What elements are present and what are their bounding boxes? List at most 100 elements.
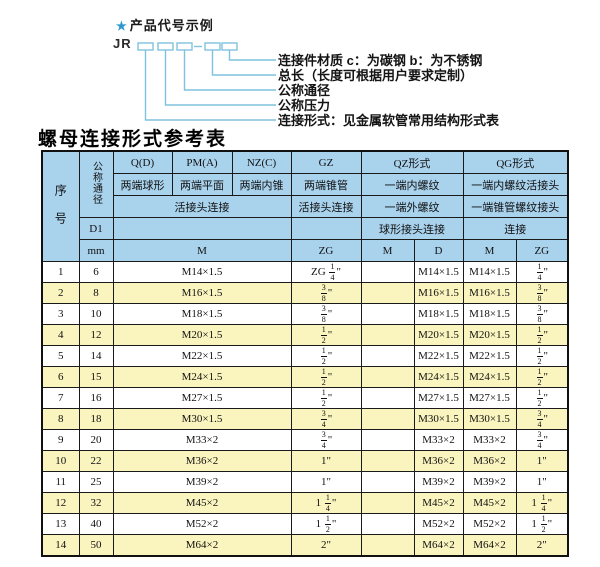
table-row: 5 14 M22×1.5 1 2 " M22×1.5 M22×1.5 1 2 " <box>41 345 569 367</box>
cell-mm: 18 <box>78 408 114 430</box>
cell-qz-d: M45×2 <box>413 492 464 514</box>
code-box <box>137 42 154 51</box>
cell-mm: 16 <box>78 387 114 409</box>
cell-qz-d: M52×2 <box>413 513 464 535</box>
cell-qz-m <box>360 261 415 283</box>
header-qg-taper: 一端锥管螺纹接头 <box>462 195 569 218</box>
cell-qg-m: M33×2 <box>462 429 517 451</box>
cell-qg-m: M22×1.5 <box>462 345 517 367</box>
code-box <box>204 42 221 51</box>
cell-mm: 50 <box>78 534 114 557</box>
cell-qg-m: M16×1.5 <box>462 282 517 304</box>
cell-m: M14×1.5 <box>112 261 292 283</box>
header-qz-m: M <box>360 239 415 262</box>
table-row: 8 18 M30×1.5 3 4 " M30×1.5 M30×1.5 3 4 " <box>41 408 569 430</box>
cell-qg-zg: 3 4 " <box>515 408 569 430</box>
cell-seq: 12 <box>41 492 80 514</box>
cell-mm: 12 <box>78 324 114 346</box>
cell-m: M20×1.5 <box>112 324 292 346</box>
header-sub-qg: 一端内螺纹活接头 <box>462 173 569 196</box>
code-label-diameter: 公称通径 <box>278 83 331 98</box>
cell-m: M30×1.5 <box>112 408 292 430</box>
table-row: 2 8 M16×1.5 3 8 " M16×1.5 M16×1.5 3 8 " <box>41 282 569 304</box>
table-row: 4 12 M20×1.5 1 2 " M20×1.5 M20×1.5 1 2 " <box>41 324 569 346</box>
cell-mm: 40 <box>78 513 114 535</box>
header-blank <box>112 217 292 240</box>
cell-qg-zg: 1 1 4 " <box>515 492 569 514</box>
cell-qg-zg: 1" <box>515 450 569 472</box>
header-col-qg: QG形式 <box>462 150 569 174</box>
cell-seq: 10 <box>41 450 80 472</box>
cell-qg-m: M27×1.5 <box>462 387 517 409</box>
cell-zg: 3 8 " <box>290 303 362 325</box>
header-qz-ball-connect: 球形接头连接 <box>360 217 464 240</box>
code-box <box>157 42 174 51</box>
connector-line <box>211 50 276 76</box>
cell-qg-zg: 1 2 " <box>515 387 569 409</box>
table-row: 7 16 M27×1.5 1 2 " M27×1.5 M27×1.5 1 2 " <box>41 387 569 409</box>
cell-seq: 13 <box>41 513 80 535</box>
header-blank <box>290 217 362 240</box>
table-header: 序号 公称通径 Q(D) PM(A) NZ(C) GZ QZ形式 QG形式 两端… <box>41 150 569 262</box>
cell-qg-zg: 1" <box>515 471 569 493</box>
cell-seq: 7 <box>41 387 80 409</box>
cell-qz-d: M39×2 <box>413 471 464 493</box>
cell-seq: 1 <box>41 261 80 283</box>
cell-qz-m <box>360 282 415 304</box>
code-label-material: 连接件材质 c：为碳钢 b：为不锈钢 <box>278 53 483 68</box>
cell-zg: 2" <box>290 534 362 557</box>
cell-zg: 3 4 " <box>290 408 362 430</box>
cell-zg: ZG 1 4 " <box>290 261 362 283</box>
code-label-pressure: 公称压力 <box>278 98 331 113</box>
cell-m: M27×1.5 <box>112 387 292 409</box>
table-row: 13 40 M52×2 1 1 2 " M52×2 M52×2 1 1 2 " <box>41 513 569 535</box>
header-sub-qz: 一端内螺纹 <box>360 173 464 196</box>
cell-seq: 8 <box>41 408 80 430</box>
nut-connection-table: 序号 公称通径 Q(D) PM(A) NZ(C) GZ QZ形式 QG形式 两端… <box>41 150 570 557</box>
header-m: M <box>112 239 292 262</box>
table-row: 9 20 M33×2 3 4 " M33×2 M33×2 3 4 " <box>41 429 569 451</box>
header-d1: D1 <box>78 217 114 240</box>
header-nominal-diameter: 公称通径 <box>78 150 114 218</box>
connector-line <box>183 50 276 91</box>
cell-zg: 1" <box>290 471 362 493</box>
cell-zg: 3 8 " <box>290 282 362 304</box>
cell-zg: 3 4 " <box>290 429 362 451</box>
connector-line <box>144 50 276 121</box>
cell-qg-m: M45×2 <box>462 492 517 514</box>
code-label-connection: 连接形式：见金属软管常用结构形式表 <box>278 113 500 128</box>
header-row-5: mm M ZG M D M ZG <box>42 239 569 262</box>
cell-qz-m <box>360 429 415 451</box>
header-row-4: D1 球形接头连接 连接 <box>42 217 569 240</box>
cell-m: M22×1.5 <box>112 345 292 367</box>
header-col-gz: GZ <box>290 150 362 174</box>
cell-zg: 1" <box>290 450 362 472</box>
header-union-connect: 活接头连接 <box>112 195 292 218</box>
cell-zg: 1 2 " <box>290 324 362 346</box>
cell-seq: 5 <box>41 345 80 367</box>
cell-mm: 22 <box>78 450 114 472</box>
cell-qz-d: M20×1.5 <box>413 324 464 346</box>
cell-qz-m <box>360 450 415 472</box>
header-qz-external: 一端外螺纹 <box>360 195 464 218</box>
cell-zg: 1 1 2 " <box>290 513 362 535</box>
cell-m: M52×2 <box>112 513 292 535</box>
code-label-length: 总长（长度可根据用户要求定制） <box>278 68 474 83</box>
cell-m: M16×1.5 <box>112 282 292 304</box>
cell-seq: 14 <box>41 534 80 557</box>
cell-qz-d: M36×2 <box>413 450 464 472</box>
cell-qg-zg: 2" <box>515 534 569 557</box>
cell-qz-m <box>360 366 415 388</box>
cell-qg-m: M20×1.5 <box>462 324 517 346</box>
cell-zg: 1 2 " <box>290 345 362 367</box>
cell-zg: 1 1 4 " <box>290 492 362 514</box>
cell-m: M24×1.5 <box>112 366 292 388</box>
cell-zg: 1 2 " <box>290 387 362 409</box>
cell-seq: 9 <box>41 429 80 451</box>
product-code-prefix: JR <box>113 36 132 51</box>
cell-qz-d: M24×1.5 <box>413 366 464 388</box>
code-box <box>176 42 193 51</box>
cell-qz-d: M33×2 <box>413 429 464 451</box>
header-col-nz: NZ(C) <box>231 150 292 174</box>
